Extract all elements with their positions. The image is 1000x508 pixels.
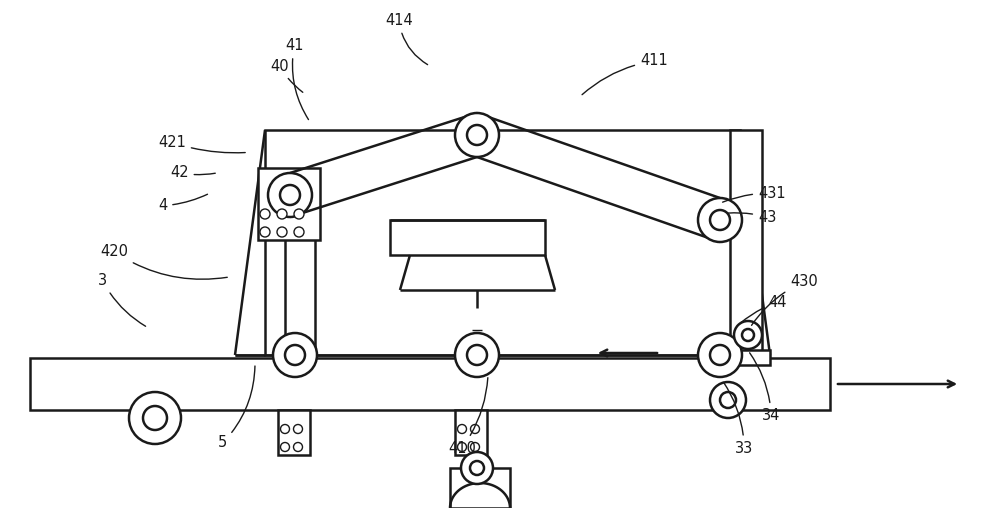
Circle shape — [294, 442, 302, 452]
Text: 44: 44 — [740, 295, 786, 323]
Text: 43: 43 — [728, 210, 776, 225]
Circle shape — [143, 406, 167, 430]
Circle shape — [461, 452, 493, 484]
Circle shape — [273, 333, 317, 377]
Circle shape — [720, 392, 736, 408]
Text: 33: 33 — [724, 383, 753, 456]
Circle shape — [277, 209, 287, 219]
Circle shape — [710, 210, 730, 230]
Circle shape — [471, 425, 480, 433]
Circle shape — [710, 382, 746, 418]
Circle shape — [280, 442, 290, 452]
Text: 430: 430 — [752, 274, 818, 325]
Circle shape — [455, 113, 499, 157]
Bar — [30, 358, 830, 410]
Circle shape — [734, 321, 762, 349]
Bar — [285, 175, 315, 355]
Circle shape — [285, 345, 305, 365]
Circle shape — [458, 442, 466, 452]
Text: 42: 42 — [170, 165, 215, 180]
Bar — [455, 410, 487, 455]
Circle shape — [458, 425, 466, 433]
Circle shape — [280, 425, 290, 433]
Text: 410: 410 — [448, 377, 488, 456]
Bar — [278, 410, 310, 455]
Text: 414: 414 — [385, 13, 428, 65]
Bar — [265, 130, 740, 355]
Bar — [390, 220, 545, 255]
Bar — [258, 168, 320, 240]
Circle shape — [698, 333, 742, 377]
Text: 431: 431 — [723, 185, 786, 202]
Bar — [732, 350, 770, 365]
Text: 3: 3 — [98, 273, 146, 326]
Circle shape — [129, 392, 181, 444]
Bar — [450, 468, 510, 508]
Bar — [730, 130, 762, 355]
Circle shape — [455, 333, 499, 377]
Circle shape — [268, 173, 312, 217]
Circle shape — [467, 125, 487, 145]
Circle shape — [471, 442, 480, 452]
Circle shape — [280, 185, 300, 205]
Circle shape — [467, 345, 487, 365]
Circle shape — [294, 425, 302, 433]
Text: 411: 411 — [582, 53, 668, 94]
Text: 40: 40 — [270, 58, 303, 92]
Text: 4: 4 — [158, 194, 208, 213]
Text: 34: 34 — [750, 353, 780, 423]
Circle shape — [294, 227, 304, 237]
Circle shape — [698, 198, 742, 242]
Text: 5: 5 — [218, 366, 255, 451]
Circle shape — [277, 227, 287, 237]
Text: 420: 420 — [100, 244, 227, 279]
Circle shape — [742, 329, 754, 341]
Text: 421: 421 — [158, 135, 245, 153]
Circle shape — [260, 227, 270, 237]
Circle shape — [470, 461, 484, 475]
Circle shape — [260, 209, 270, 219]
Circle shape — [294, 209, 304, 219]
Circle shape — [710, 345, 730, 365]
Text: 41: 41 — [285, 38, 308, 119]
